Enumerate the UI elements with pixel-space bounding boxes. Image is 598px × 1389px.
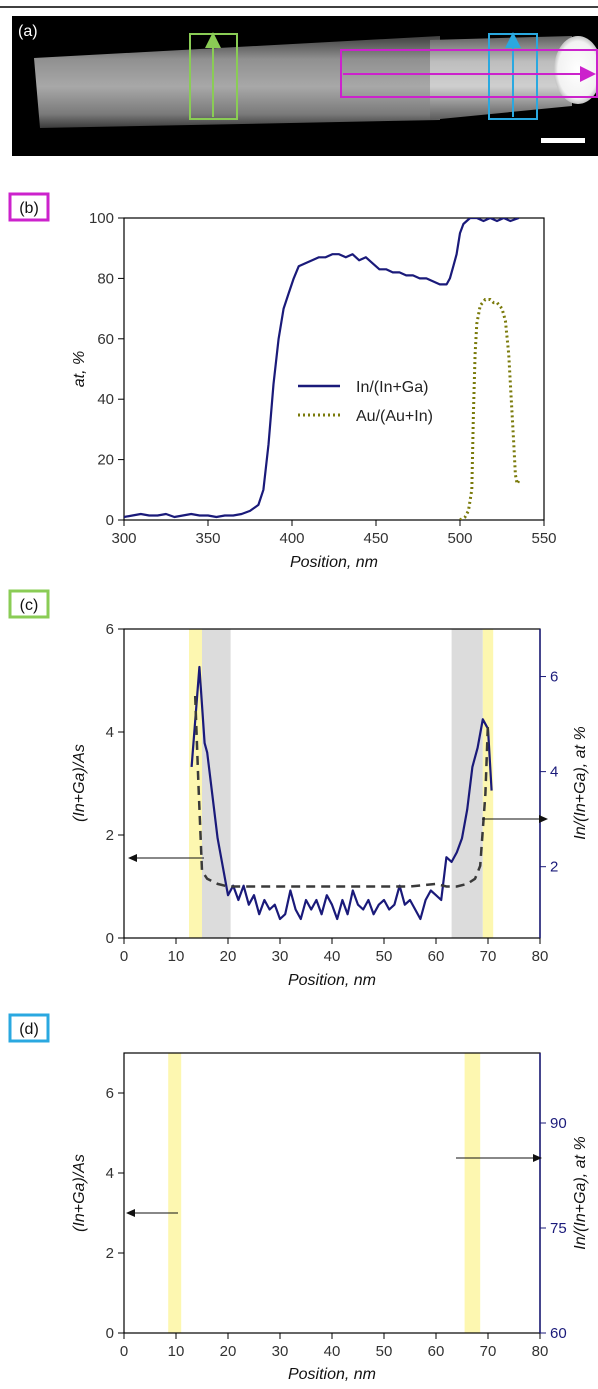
x-tick-label: 50 <box>376 1343 393 1360</box>
plot-d-bands <box>168 1053 481 1333</box>
y-tick-label: 80 <box>97 270 114 287</box>
x-tick-label: 70 <box>480 948 497 965</box>
panel-c-label-box <box>8 589 50 619</box>
legend-label-in: In/(In+Ga) <box>356 379 428 396</box>
y-tick-label: 0 <box>106 930 114 947</box>
plot-d-ylabel-right: In/(In+Ga), at % <box>572 1136 589 1249</box>
shaded-band-yellow <box>464 1053 481 1333</box>
x-tick-label: 10 <box>168 1343 185 1360</box>
x-tick-label: 30 <box>272 948 289 965</box>
x-tick-label: 10 <box>168 948 185 965</box>
plot-d-series <box>168 1085 480 1291</box>
plot-b-series <box>124 218 521 520</box>
y-tick-label: 40 <box>97 391 114 408</box>
plot-b-ticks: 300 350 400 450 500 550 0 20 40 60 80 100 <box>89 210 557 547</box>
panel-d-label-box <box>8 1013 50 1043</box>
plot-b-legend: In/(In+Ga) Au/(Au+In) <box>298 379 433 425</box>
y-tick-label: 6 <box>106 1085 114 1102</box>
panel-a-label: (a) <box>18 23 38 40</box>
panel-b-label-box <box>8 192 50 222</box>
plot-b-frame <box>123 217 545 521</box>
panel-d: (d) 0 10 20 30 40 50 60 70 80 0 2 4 6 60 75 90 (In+Ga)/… <box>8 1013 589 1383</box>
plot-b-xlabel: Position, nm <box>290 554 378 571</box>
y-right-tick-label: 6 <box>550 669 558 686</box>
y-right-tick-label: 60 <box>550 1325 567 1342</box>
x-tick-label: 80 <box>532 948 549 965</box>
legend-label-au: Au/(Au+In) <box>356 408 433 425</box>
x-tick-label: 0 <box>120 1343 128 1360</box>
y-tick-label: 60 <box>97 331 114 348</box>
shaded-band-gray <box>451 629 483 938</box>
plot-c-ylabel-left: (In+Ga)/As <box>71 744 88 822</box>
x-tick-label: 40 <box>324 1343 341 1360</box>
y-tick-label: 4 <box>106 724 114 741</box>
y-right-tick-label: 90 <box>550 1115 567 1132</box>
x-tick-label: 70 <box>480 1343 497 1360</box>
series-line-left-solid <box>124 218 520 519</box>
y-tick-label: 0 <box>106 1325 114 1342</box>
y-right-tick-label: 2 <box>550 859 558 876</box>
plot-c-xlabel: Position, nm <box>288 972 376 989</box>
x-tick-label: 60 <box>428 1343 445 1360</box>
x-tick-label: 40 <box>324 948 341 965</box>
shaded-band-yellow <box>189 629 202 938</box>
panel-b: (b) 300 350 400 450 500 550 0 20 40 60 80 100 at, %… <box>8 192 557 571</box>
plot-d-ticks: 0 10 20 30 40 50 60 70 80 0 2 4 6 60 75 90 <box>106 1085 567 1360</box>
x-tick-label: 0 <box>120 948 128 965</box>
x-tick-label: 550 <box>531 530 556 547</box>
plot-c-ticks: 0 10 20 30 40 50 60 70 80 0 2 4 6 2 4 6 <box>106 621 559 965</box>
series-line-right-solid <box>168 1168 480 1211</box>
plot-c-ylabel-right: In/(In+Ga), at % <box>572 726 589 839</box>
panel-d-label: (d) <box>19 1021 39 1038</box>
x-tick-label: 400 <box>279 530 304 547</box>
roi-magenta-box <box>340 49 598 98</box>
scale-bar <box>541 138 585 143</box>
y-right-tick-label: 75 <box>550 1220 567 1237</box>
y-right-tick-label: 4 <box>550 764 558 781</box>
series-line-right-solid <box>190 665 493 921</box>
x-tick-label: 350 <box>195 530 220 547</box>
panel-b-label: (b) <box>19 200 39 217</box>
y-tick-label: 4 <box>106 1165 114 1182</box>
gold-catalyst-droplet <box>554 36 598 104</box>
y-tick-label: 2 <box>106 1245 114 1262</box>
panel-c-label: (c) <box>20 597 39 614</box>
plot-c-series <box>190 665 493 921</box>
series-line-left-dotted <box>459 298 521 520</box>
x-tick-label: 30 <box>272 1343 289 1360</box>
panel-a: (a) <box>0 6 598 156</box>
nanowire-inas-segment <box>430 36 572 120</box>
x-tick-label: 450 <box>363 530 388 547</box>
y-tick-label: 20 <box>97 452 114 469</box>
series-line-left-dashed <box>193 695 490 888</box>
x-tick-label: 60 <box>428 948 445 965</box>
plot-d-ylabel-left: (In+Ga)/As <box>71 1154 88 1232</box>
x-tick-label: 300 <box>111 530 136 547</box>
y-tick-label: 2 <box>106 827 114 844</box>
plot-d-xlabel: Position, nm <box>288 1366 376 1383</box>
y-tick-label: 0 <box>106 512 114 529</box>
series-line-left-dashed <box>170 1085 480 1291</box>
x-tick-label: 80 <box>532 1343 549 1360</box>
y-tick-label: 6 <box>106 621 114 638</box>
shaded-band-yellow <box>168 1053 182 1333</box>
y-tick-label: 100 <box>89 210 114 227</box>
x-tick-label: 20 <box>220 1343 237 1360</box>
shaded-band-yellow <box>482 629 494 938</box>
x-tick-label: 500 <box>447 530 472 547</box>
x-tick-label: 50 <box>376 948 393 965</box>
x-tick-label: 20 <box>220 948 237 965</box>
plot-b-ylabel: at, % <box>71 351 88 387</box>
